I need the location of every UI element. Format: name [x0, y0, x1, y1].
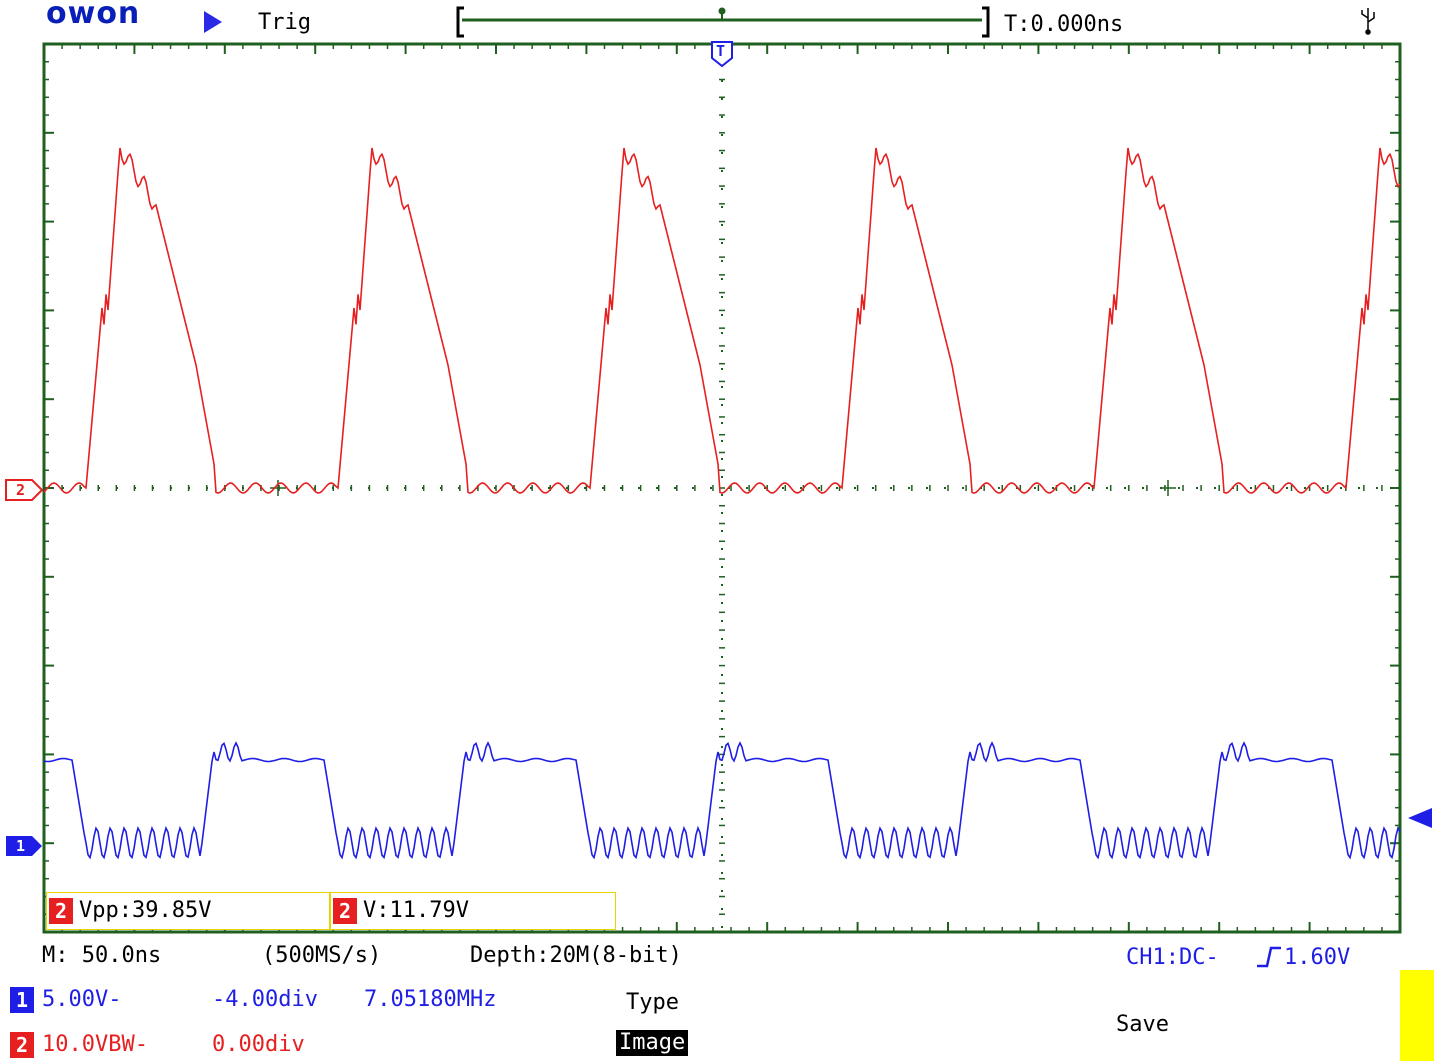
ch1-badge: 1	[10, 987, 34, 1013]
ch2-badge: 2	[49, 898, 73, 924]
vpp-value: Vpp:39.85V	[79, 898, 212, 923]
ch1-marker-label: 1	[16, 837, 26, 855]
type-image-option[interactable]: Image	[616, 1030, 689, 1056]
trigger-level: 1.60V	[1284, 945, 1351, 970]
time-window-indicator	[456, 6, 990, 38]
usb-icon	[1361, 8, 1375, 35]
ch2-badge: 2	[10, 1032, 34, 1058]
softkey-indicator[interactable]	[1400, 970, 1434, 1061]
brand-logo: owon	[46, 0, 141, 31]
trigger-position-marker	[711, 41, 733, 68]
ch2-scale: 10.0VBW-	[42, 1032, 148, 1057]
ch2-marker-label: 2	[16, 481, 26, 499]
trigger-time: T:0.000ns	[1004, 12, 1124, 37]
measurement-vpp: 2 Vpp:39.85V	[46, 892, 330, 930]
ch1-frequency: 7.05180MHz	[364, 987, 497, 1012]
memory-depth: Depth:20M(8-bit)	[470, 943, 682, 968]
measurement-v: 2 V:11.79V	[330, 892, 616, 930]
trigger-status: Trig	[258, 10, 311, 35]
ch1-offset: -4.00div	[212, 987, 318, 1012]
rising-edge-icon	[1257, 946, 1281, 968]
trigger-marker-label: T	[716, 42, 726, 60]
graticule-grid	[43, 43, 1401, 933]
v-value: V:11.79V	[363, 898, 469, 923]
ch2-waveform	[43, 147, 1401, 494]
trigger-source: CH1:DC-	[1126, 945, 1219, 970]
ch1-waveform	[43, 741, 1401, 860]
timebase: M: 50.0ns	[42, 943, 162, 968]
ch1-ground-marker	[6, 836, 42, 856]
save-button[interactable]: Save	[1116, 1012, 1169, 1037]
ch2-badge: 2	[333, 898, 357, 924]
play-triangle-icon	[204, 11, 222, 33]
trigger-level-marker	[1408, 808, 1432, 828]
ch2-ground-marker	[5, 479, 44, 501]
type-menu-title: Type	[626, 990, 679, 1015]
sample-rate: (500MS/s)	[262, 943, 382, 968]
ch2-offset: 0.00div	[212, 1032, 305, 1057]
ch1-scale: 5.00V-	[42, 987, 122, 1012]
